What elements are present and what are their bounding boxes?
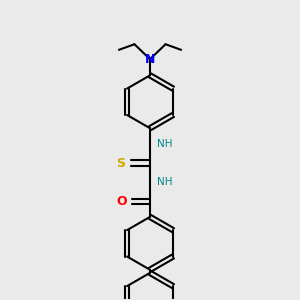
- Text: N: N: [145, 53, 155, 66]
- Text: NH: NH: [157, 177, 172, 187]
- Text: S: S: [116, 157, 125, 169]
- Text: O: O: [117, 195, 127, 208]
- Text: NH: NH: [157, 139, 172, 149]
